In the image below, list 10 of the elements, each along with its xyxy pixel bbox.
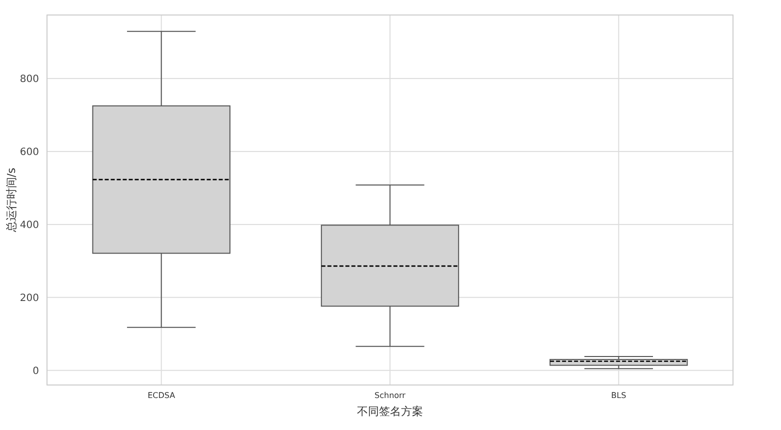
y-tick-label: 200 [20,292,39,304]
y-tick-label: 0 [32,366,39,377]
y-tick-label: 400 [20,220,39,231]
y-tick-label: 600 [20,146,39,158]
x-tick-label: ECDSA [148,391,176,400]
x-tick-label: BLS [611,391,626,400]
y-tick-label: 800 [20,74,39,85]
y-axis-title: 总运行时间/s [5,168,18,234]
x-axis-title: 不同签名方案 [357,405,423,418]
x-tick-label: Schnorr [374,391,406,400]
